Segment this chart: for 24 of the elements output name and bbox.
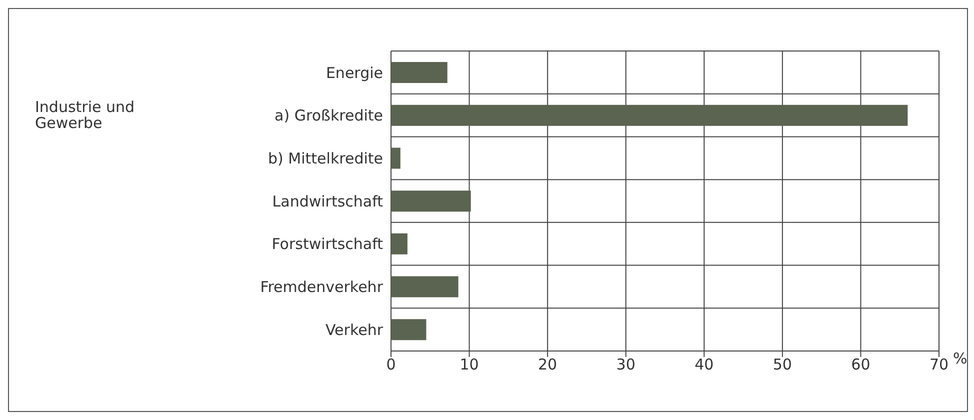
y-tick-label: b) Mittelkredite	[268, 149, 383, 168]
x-tick-label: 10	[460, 356, 479, 374]
x-tick-label: 30	[616, 356, 636, 374]
y-tick-label: a) Großkredite	[274, 106, 383, 125]
x-tick-label: 40	[694, 356, 714, 374]
text: Industrie und Gewerbe	[35, 98, 136, 132]
x-tick-label: 20	[538, 356, 558, 374]
x-tick-label: 0	[386, 356, 396, 374]
bar	[391, 104, 908, 126]
y-tick-label: Landwirtschaft	[272, 192, 384, 210]
bar	[391, 148, 400, 169]
x-tick-label: 50	[772, 356, 792, 374]
bar	[391, 190, 471, 212]
x-axis-title: %	[953, 349, 968, 368]
x-tick-label: 60	[851, 356, 870, 374]
x-tick-label: 70	[929, 356, 949, 374]
y-tick-label: Energie	[326, 64, 383, 82]
bar	[391, 276, 458, 298]
y-tick-label: Forstwirtschaft	[272, 235, 384, 254]
bar	[391, 62, 448, 83]
y-tick-label: Fremdenverkehr	[260, 278, 384, 296]
bar	[391, 233, 408, 254]
y-tick-label: Verkehr	[325, 320, 384, 339]
bar	[391, 319, 426, 340]
